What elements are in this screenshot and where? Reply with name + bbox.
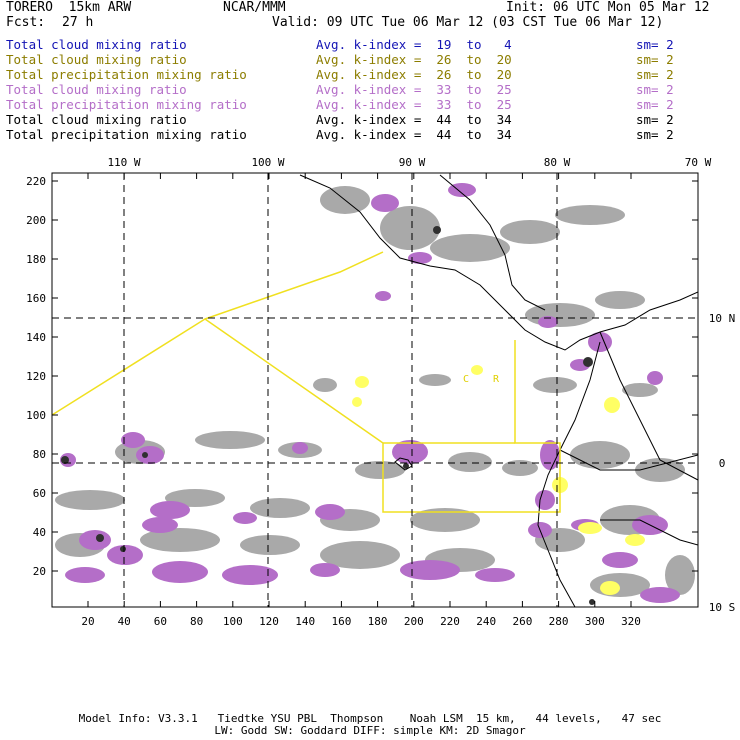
y-tick-label: 180 <box>26 253 46 266</box>
legend-name: Total precipitation mixing ratio <box>6 67 247 82</box>
legend-row: Total precipitation mixing ratio Avg. k-i… <box>6 127 736 142</box>
longitude-label: 110 W <box>107 156 140 169</box>
legend-row: Total cloud mixing ratio Avg. k-index = 2… <box>6 52 736 67</box>
station-label-c: C <box>463 374 470 385</box>
legend-row: Total cloud mixing ratio Avg. k-index = 1… <box>6 37 736 52</box>
y-tick-label: 220 <box>26 175 46 188</box>
latitude-label: 0 <box>719 457 726 470</box>
longitude-label: 100 W <box>251 156 284 169</box>
y-tick-label: 100 <box>26 409 46 422</box>
x-tick-label: 120 <box>259 615 279 628</box>
x-tick-label: 160 <box>331 615 351 628</box>
y-tick-label: 120 <box>26 370 46 383</box>
x-tick-label: 60 <box>154 615 167 628</box>
axis-labels: 220 200 180 160 140 120 100 80 60 40 20 20 40 60 80 100… <box>26 156 735 628</box>
model-info-line-1: Model Info: V3.3.1 Tiedtke YSU PBL Thomp… <box>78 712 662 725</box>
legend-kindex: Avg. k-index = 19 to 4 <box>316 37 512 52</box>
x-tick-label: 20 <box>81 615 94 628</box>
x-tick-label: 260 <box>512 615 532 628</box>
init-time: Init: 06 UTC Mon 05 Mar 12 <box>506 0 710 15</box>
legend-row: Total precipitation mixing ratio Avg. k-i… <box>6 67 736 82</box>
y-tick-label: 20 <box>33 565 46 578</box>
x-tick-label: 100 <box>223 615 243 628</box>
precip-field-purple <box>60 183 680 603</box>
longitude-label: 90 W <box>399 156 426 169</box>
x-tick-label: 80 <box>190 615 203 628</box>
lat-lon-grid <box>52 173 698 607</box>
legend-name: Total precipitation mixing ratio <box>6 127 247 142</box>
longitude-label: 70 W <box>685 156 712 169</box>
cloud-cores-dark <box>61 226 595 605</box>
legend-name: Total cloud mixing ratio <box>6 82 187 97</box>
legend-name: Total cloud mixing ratio <box>6 112 187 127</box>
y-tick-label: 200 <box>26 214 46 227</box>
x-tick-label: 220 <box>440 615 460 628</box>
legend-row: Total cloud mixing ratio Avg. k-index = 4… <box>6 112 736 127</box>
x-tick-label: 280 <box>549 615 569 628</box>
legend-smoothing: sm= 2 <box>636 112 674 127</box>
x-tick-label: 180 <box>368 615 388 628</box>
x-tick-label: 240 <box>476 615 496 628</box>
cloud-field-gray <box>55 186 695 597</box>
legend-smoothing: sm= 2 <box>636 127 674 142</box>
map-frame <box>51 172 699 608</box>
legend-kindex: Avg. k-index = 26 to 20 <box>316 67 512 82</box>
legend-kindex: Avg. k-index = 44 to 34 <box>316 127 512 142</box>
latitude-label: 10 N <box>709 312 736 325</box>
model-info-line-2: LW: Godd SW: Goddard DIFF: simple KM: 2D… <box>214 724 526 737</box>
legend-name: Total cloud mixing ratio <box>6 52 187 67</box>
legend-kindex: Avg. k-index = 33 to 25 <box>316 82 512 97</box>
latitude-label: 10 S <box>709 601 736 614</box>
legend-name: Total cloud mixing ratio <box>6 37 187 52</box>
longitude-label: 80 W <box>544 156 571 169</box>
legend-name: Total precipitation mixing ratio <box>6 97 247 112</box>
y-tick-label: 60 <box>33 487 46 500</box>
valid-time: Valid: 09 UTC Tue 06 Mar 12 (03 CST Tue … <box>272 15 664 30</box>
y-tick-label: 80 <box>33 448 46 461</box>
x-tick-label: 40 <box>118 615 131 628</box>
legend-kindex: Avg. k-index = 26 to 20 <box>316 52 512 67</box>
y-tick-label: 140 <box>26 331 46 344</box>
x-tick-label: 320 <box>621 615 641 628</box>
legend-smoothing: sm= 2 <box>636 37 674 52</box>
fcst-label: Fcst: <box>6 15 46 30</box>
legend-kindex: Avg. k-index = 33 to 25 <box>316 97 512 112</box>
legend-kindex: Avg. k-index = 44 to 34 <box>316 112 512 127</box>
region-boundaries <box>52 251 561 513</box>
x-tick-label: 300 <box>585 615 605 628</box>
model-title: TORERO 15km ARW <box>6 0 132 15</box>
x-tick-label: 200 <box>404 615 424 628</box>
field-layer <box>52 173 698 607</box>
legend-smoothing: sm= 2 <box>636 67 674 82</box>
y-tick-label: 160 <box>26 292 46 305</box>
legend-row: Total precipitation mixing ratio Avg. k-i… <box>6 97 736 112</box>
x-tick-label: 140 <box>295 615 315 628</box>
legend-smoothing: sm= 2 <box>636 97 674 112</box>
legend-smoothing: sm= 2 <box>636 52 674 67</box>
legend-row: Total cloud mixing ratio Avg. k-index = 3… <box>6 82 736 97</box>
fcst-value: 27 h <box>62 15 94 30</box>
center-name: NCAR/MMM <box>223 0 286 15</box>
axis-ticks <box>52 173 698 607</box>
y-tick-label: 40 <box>33 526 46 539</box>
precip-field-yellow <box>352 365 645 595</box>
station-label-r: R <box>493 374 500 385</box>
coastlines <box>299 174 698 607</box>
legend-smoothing: sm= 2 <box>636 82 674 97</box>
